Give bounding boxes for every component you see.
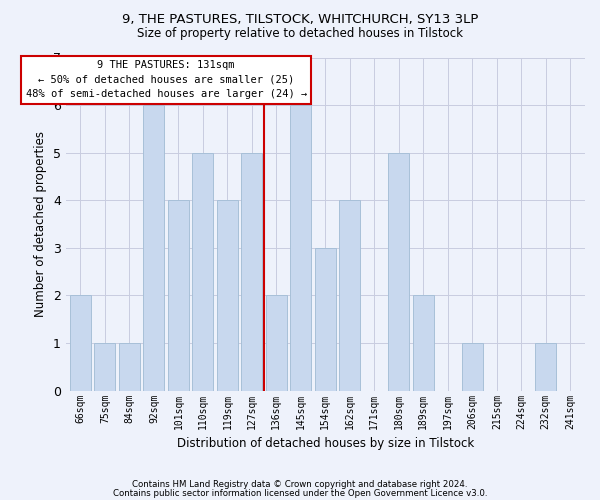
Bar [340, 200, 360, 390]
Bar [413, 296, 434, 390]
Bar [290, 105, 311, 391]
Bar [168, 200, 189, 390]
Bar [388, 152, 409, 390]
Bar [143, 105, 164, 391]
Bar [462, 343, 483, 390]
Bar [94, 343, 115, 390]
X-axis label: Distribution of detached houses by size in Tilstock: Distribution of detached houses by size … [177, 437, 474, 450]
Bar [266, 296, 287, 390]
Bar [315, 248, 336, 390]
Bar [70, 296, 91, 390]
Text: Size of property relative to detached houses in Tilstock: Size of property relative to detached ho… [137, 28, 463, 40]
Text: Contains HM Land Registry data © Crown copyright and database right 2024.: Contains HM Land Registry data © Crown c… [132, 480, 468, 489]
Text: 9 THE PASTURES: 131sqm
← 50% of detached houses are smaller (25)
48% of semi-det: 9 THE PASTURES: 131sqm ← 50% of detached… [26, 60, 307, 100]
Text: 9, THE PASTURES, TILSTOCK, WHITCHURCH, SY13 3LP: 9, THE PASTURES, TILSTOCK, WHITCHURCH, S… [122, 12, 478, 26]
Text: Contains public sector information licensed under the Open Government Licence v3: Contains public sector information licen… [113, 488, 487, 498]
Bar [193, 152, 213, 390]
Bar [535, 343, 556, 390]
Y-axis label: Number of detached properties: Number of detached properties [34, 131, 47, 317]
Bar [241, 152, 262, 390]
Bar [217, 200, 238, 390]
Bar [119, 343, 140, 390]
